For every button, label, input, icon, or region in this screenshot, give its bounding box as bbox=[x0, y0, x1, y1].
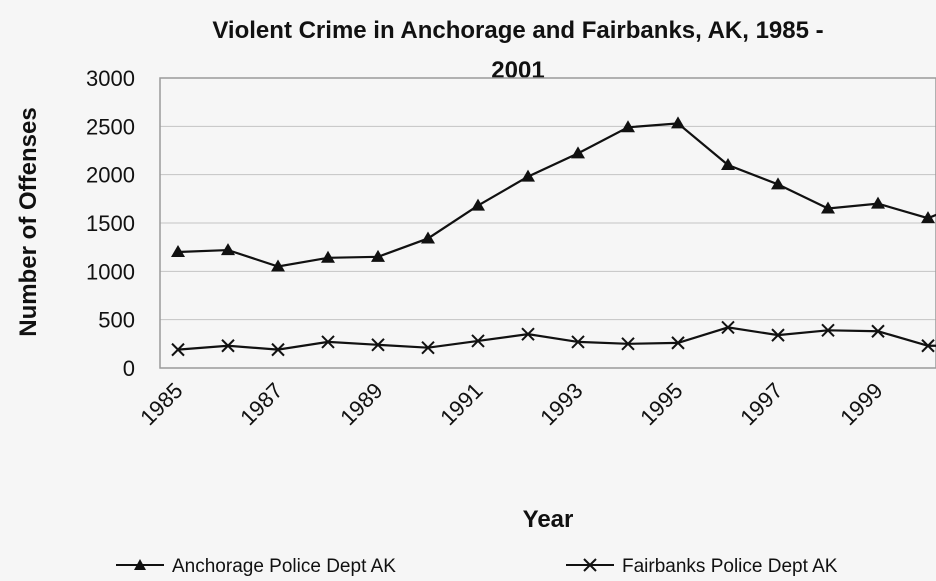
data-point-triangle bbox=[771, 177, 785, 190]
x-tick-label: 1987 bbox=[235, 378, 287, 430]
data-point-x bbox=[221, 339, 235, 353]
x-tick-label: 1999 bbox=[835, 378, 887, 430]
data-point-triangle bbox=[821, 201, 835, 214]
data-point-x bbox=[271, 342, 285, 357]
data-point-x bbox=[321, 335, 335, 349]
data-point-triangle bbox=[321, 250, 335, 263]
x-tick-label: 1989 bbox=[335, 378, 387, 430]
data-point-x bbox=[921, 339, 935, 353]
y-axis-title: Number of Offenses bbox=[15, 107, 42, 336]
data-point-x bbox=[171, 342, 185, 357]
data-point-triangle bbox=[171, 245, 185, 257]
series-anchorage bbox=[171, 116, 936, 272]
y-tick-label: 3000 bbox=[86, 66, 135, 91]
chart-title-line1: Violent Crime in Anchorage and Fairbanks… bbox=[212, 17, 823, 44]
data-point-x bbox=[721, 320, 735, 335]
x-tick-label: 1993 bbox=[535, 378, 587, 430]
data-point-x bbox=[521, 327, 535, 341]
x-tick-label: 1997 bbox=[735, 378, 787, 430]
y-tick-label: 1500 bbox=[86, 211, 135, 236]
data-point-triangle bbox=[371, 249, 385, 262]
data-point-triangle bbox=[421, 231, 435, 244]
data-point-triangle bbox=[221, 243, 235, 256]
y-tick-label: 2000 bbox=[86, 163, 135, 188]
legend-triangle-marker bbox=[134, 559, 146, 570]
legend-label-anchorage: Anchorage Police Dept AK bbox=[172, 556, 396, 577]
data-point-triangle bbox=[471, 198, 485, 211]
y-axis-ticks: 0 500 1000 1500 2000 2500 3000 bbox=[86, 66, 135, 381]
legend: Anchorage Police Dept AK Fairbanks Polic… bbox=[116, 556, 838, 577]
plot-area bbox=[159, 77, 936, 369]
legend-label-fairbanks: Fairbanks Police Dept AK bbox=[622, 556, 838, 577]
series-line bbox=[177, 122, 936, 268]
data-point-triangle bbox=[671, 116, 685, 129]
data-point-triangle bbox=[721, 158, 735, 170]
y-tick-label: 2500 bbox=[86, 114, 135, 139]
x-tick-label: 1985 bbox=[135, 378, 187, 430]
data-point-x bbox=[771, 328, 785, 342]
data-point-x bbox=[471, 334, 485, 348]
x-axis-ticks: 198519871989199119931995199719992001 bbox=[135, 378, 936, 430]
data-point-triangle bbox=[871, 196, 885, 209]
data-point-triangle bbox=[521, 169, 535, 182]
x-tick-label: 1995 bbox=[635, 378, 687, 430]
series-layer bbox=[171, 116, 936, 357]
data-point-x bbox=[371, 338, 385, 352]
data-point-x bbox=[621, 337, 635, 351]
data-point-x bbox=[571, 335, 585, 349]
legend-x-marker bbox=[583, 558, 597, 572]
data-point-x bbox=[871, 324, 885, 338]
data-point-triangle bbox=[571, 146, 585, 159]
series-line bbox=[177, 326, 936, 351]
y-tick-label: 0 bbox=[123, 356, 135, 381]
data-point-triangle bbox=[621, 120, 635, 133]
data-point-x bbox=[671, 336, 685, 350]
data-point-x bbox=[421, 340, 435, 355]
data-point-triangle bbox=[921, 211, 935, 224]
chart-title-line2: 2001 bbox=[491, 57, 544, 84]
y-tick-label: 1000 bbox=[86, 259, 135, 284]
data-point-triangle bbox=[271, 259, 285, 272]
gridlines bbox=[160, 125, 936, 321]
x-axis-title: Year bbox=[523, 506, 574, 533]
data-point-x bbox=[821, 323, 835, 338]
x-tick-label: 1991 bbox=[435, 378, 487, 430]
y-tick-label: 500 bbox=[98, 308, 135, 333]
series-fairbanks bbox=[171, 320, 936, 357]
